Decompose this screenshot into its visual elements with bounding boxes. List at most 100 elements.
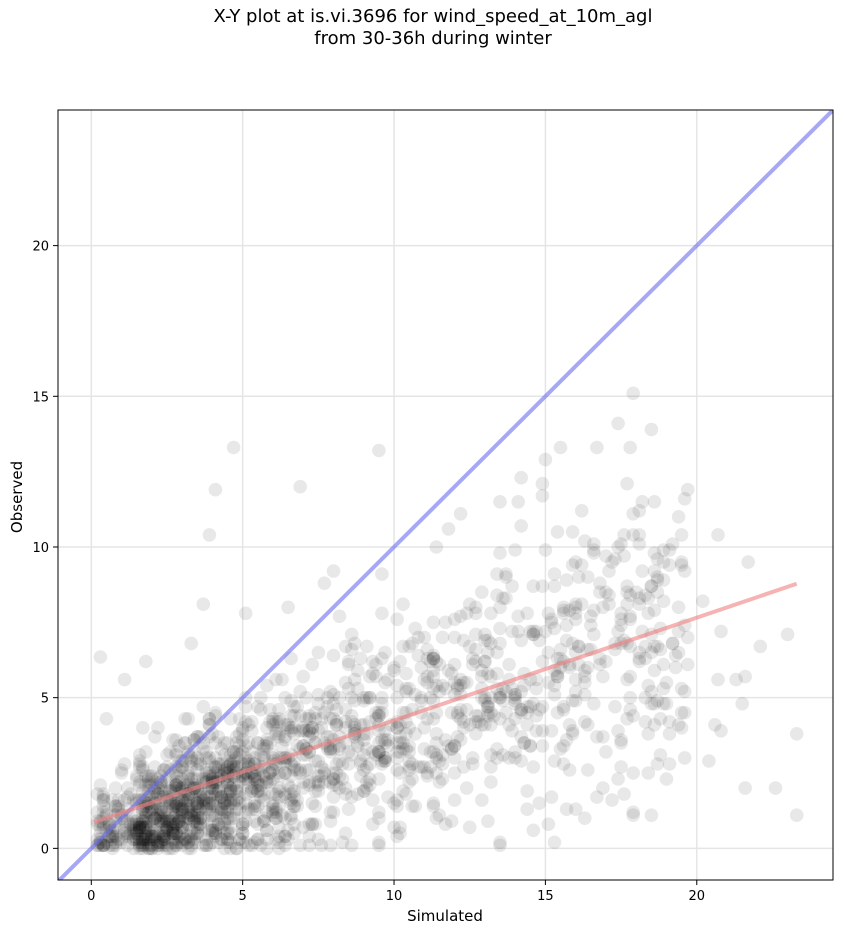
data-point — [653, 712, 668, 726]
data-point — [375, 705, 389, 720]
data-point — [172, 796, 186, 810]
data-point — [632, 645, 647, 660]
data-point — [357, 763, 371, 777]
data-point — [529, 724, 544, 738]
data-point — [520, 606, 534, 621]
data-point — [429, 678, 444, 693]
data-point — [559, 802, 574, 816]
data-point — [154, 814, 168, 828]
data-point — [217, 805, 232, 819]
data-point — [250, 699, 265, 714]
data-point — [208, 766, 223, 780]
data-point — [347, 672, 362, 687]
data-point — [547, 567, 562, 581]
data-point — [169, 826, 183, 841]
data-point — [638, 651, 653, 666]
data-point — [145, 769, 159, 783]
data-point — [393, 745, 407, 759]
data-point — [671, 624, 686, 639]
data-point — [272, 715, 286, 729]
data-point — [199, 790, 214, 804]
data-point — [514, 519, 528, 533]
data-point — [456, 715, 471, 729]
data-point — [253, 690, 268, 705]
data-point — [632, 651, 647, 666]
data-point — [154, 817, 168, 831]
data-point — [535, 654, 550, 669]
data-point — [393, 730, 407, 744]
data-point — [145, 778, 159, 792]
data-point — [593, 576, 607, 590]
data-point — [423, 654, 438, 669]
data-point — [459, 781, 474, 795]
data-point — [166, 832, 180, 847]
data-point — [420, 651, 435, 666]
data-point — [142, 838, 156, 853]
data-point — [190, 757, 205, 771]
data-point — [260, 823, 274, 838]
data-point — [478, 627, 492, 642]
data-point — [199, 751, 214, 765]
data-point — [571, 639, 586, 654]
data-point — [641, 678, 656, 693]
data-point — [223, 757, 238, 771]
data-point — [490, 742, 504, 756]
data-point — [169, 799, 183, 813]
data-point — [493, 495, 507, 509]
data-point — [266, 799, 280, 813]
data-point — [226, 778, 241, 792]
data-point — [199, 763, 214, 777]
data-point — [378, 645, 392, 660]
data-point — [478, 693, 492, 708]
data-point — [514, 702, 528, 717]
data-point — [108, 781, 123, 795]
data-point — [238, 772, 253, 786]
data-point — [223, 796, 238, 810]
data-point — [208, 736, 223, 750]
data-point — [272, 820, 286, 835]
data-point — [184, 838, 198, 853]
data-point — [169, 808, 183, 822]
data-point — [299, 712, 314, 726]
data-point — [326, 772, 341, 786]
data-point — [202, 790, 217, 804]
data-point — [350, 736, 365, 750]
data-point — [435, 748, 450, 762]
data-point — [214, 802, 229, 816]
data-point — [502, 718, 516, 732]
data-point — [229, 781, 244, 795]
data-point — [281, 718, 295, 732]
data-point — [650, 573, 665, 587]
data-point — [329, 718, 344, 732]
data-point — [568, 684, 583, 699]
data-point — [556, 699, 571, 714]
data-point — [166, 826, 180, 841]
data-point — [338, 639, 353, 654]
data-point — [232, 727, 247, 741]
data-point — [238, 715, 253, 729]
data-point — [644, 579, 659, 593]
data-point — [229, 784, 244, 798]
data-point — [136, 838, 150, 853]
data-point — [205, 814, 220, 828]
data-point — [514, 684, 528, 699]
data-point — [390, 690, 404, 705]
y-tick-label: 0 — [41, 842, 49, 857]
data-point — [556, 600, 571, 615]
data-point — [574, 597, 589, 611]
data-point — [250, 832, 265, 847]
data-point — [238, 772, 253, 786]
data-point — [587, 537, 601, 551]
data-point — [429, 736, 444, 750]
data-point — [208, 829, 223, 844]
data-point — [175, 814, 189, 828]
data-point — [629, 585, 643, 599]
data-point — [350, 787, 365, 801]
data-point — [387, 796, 401, 810]
data-point — [363, 690, 377, 705]
data-point — [269, 727, 283, 741]
data-point — [387, 820, 401, 835]
data-point — [484, 690, 498, 705]
data-point — [190, 799, 205, 813]
data-point — [208, 790, 223, 804]
